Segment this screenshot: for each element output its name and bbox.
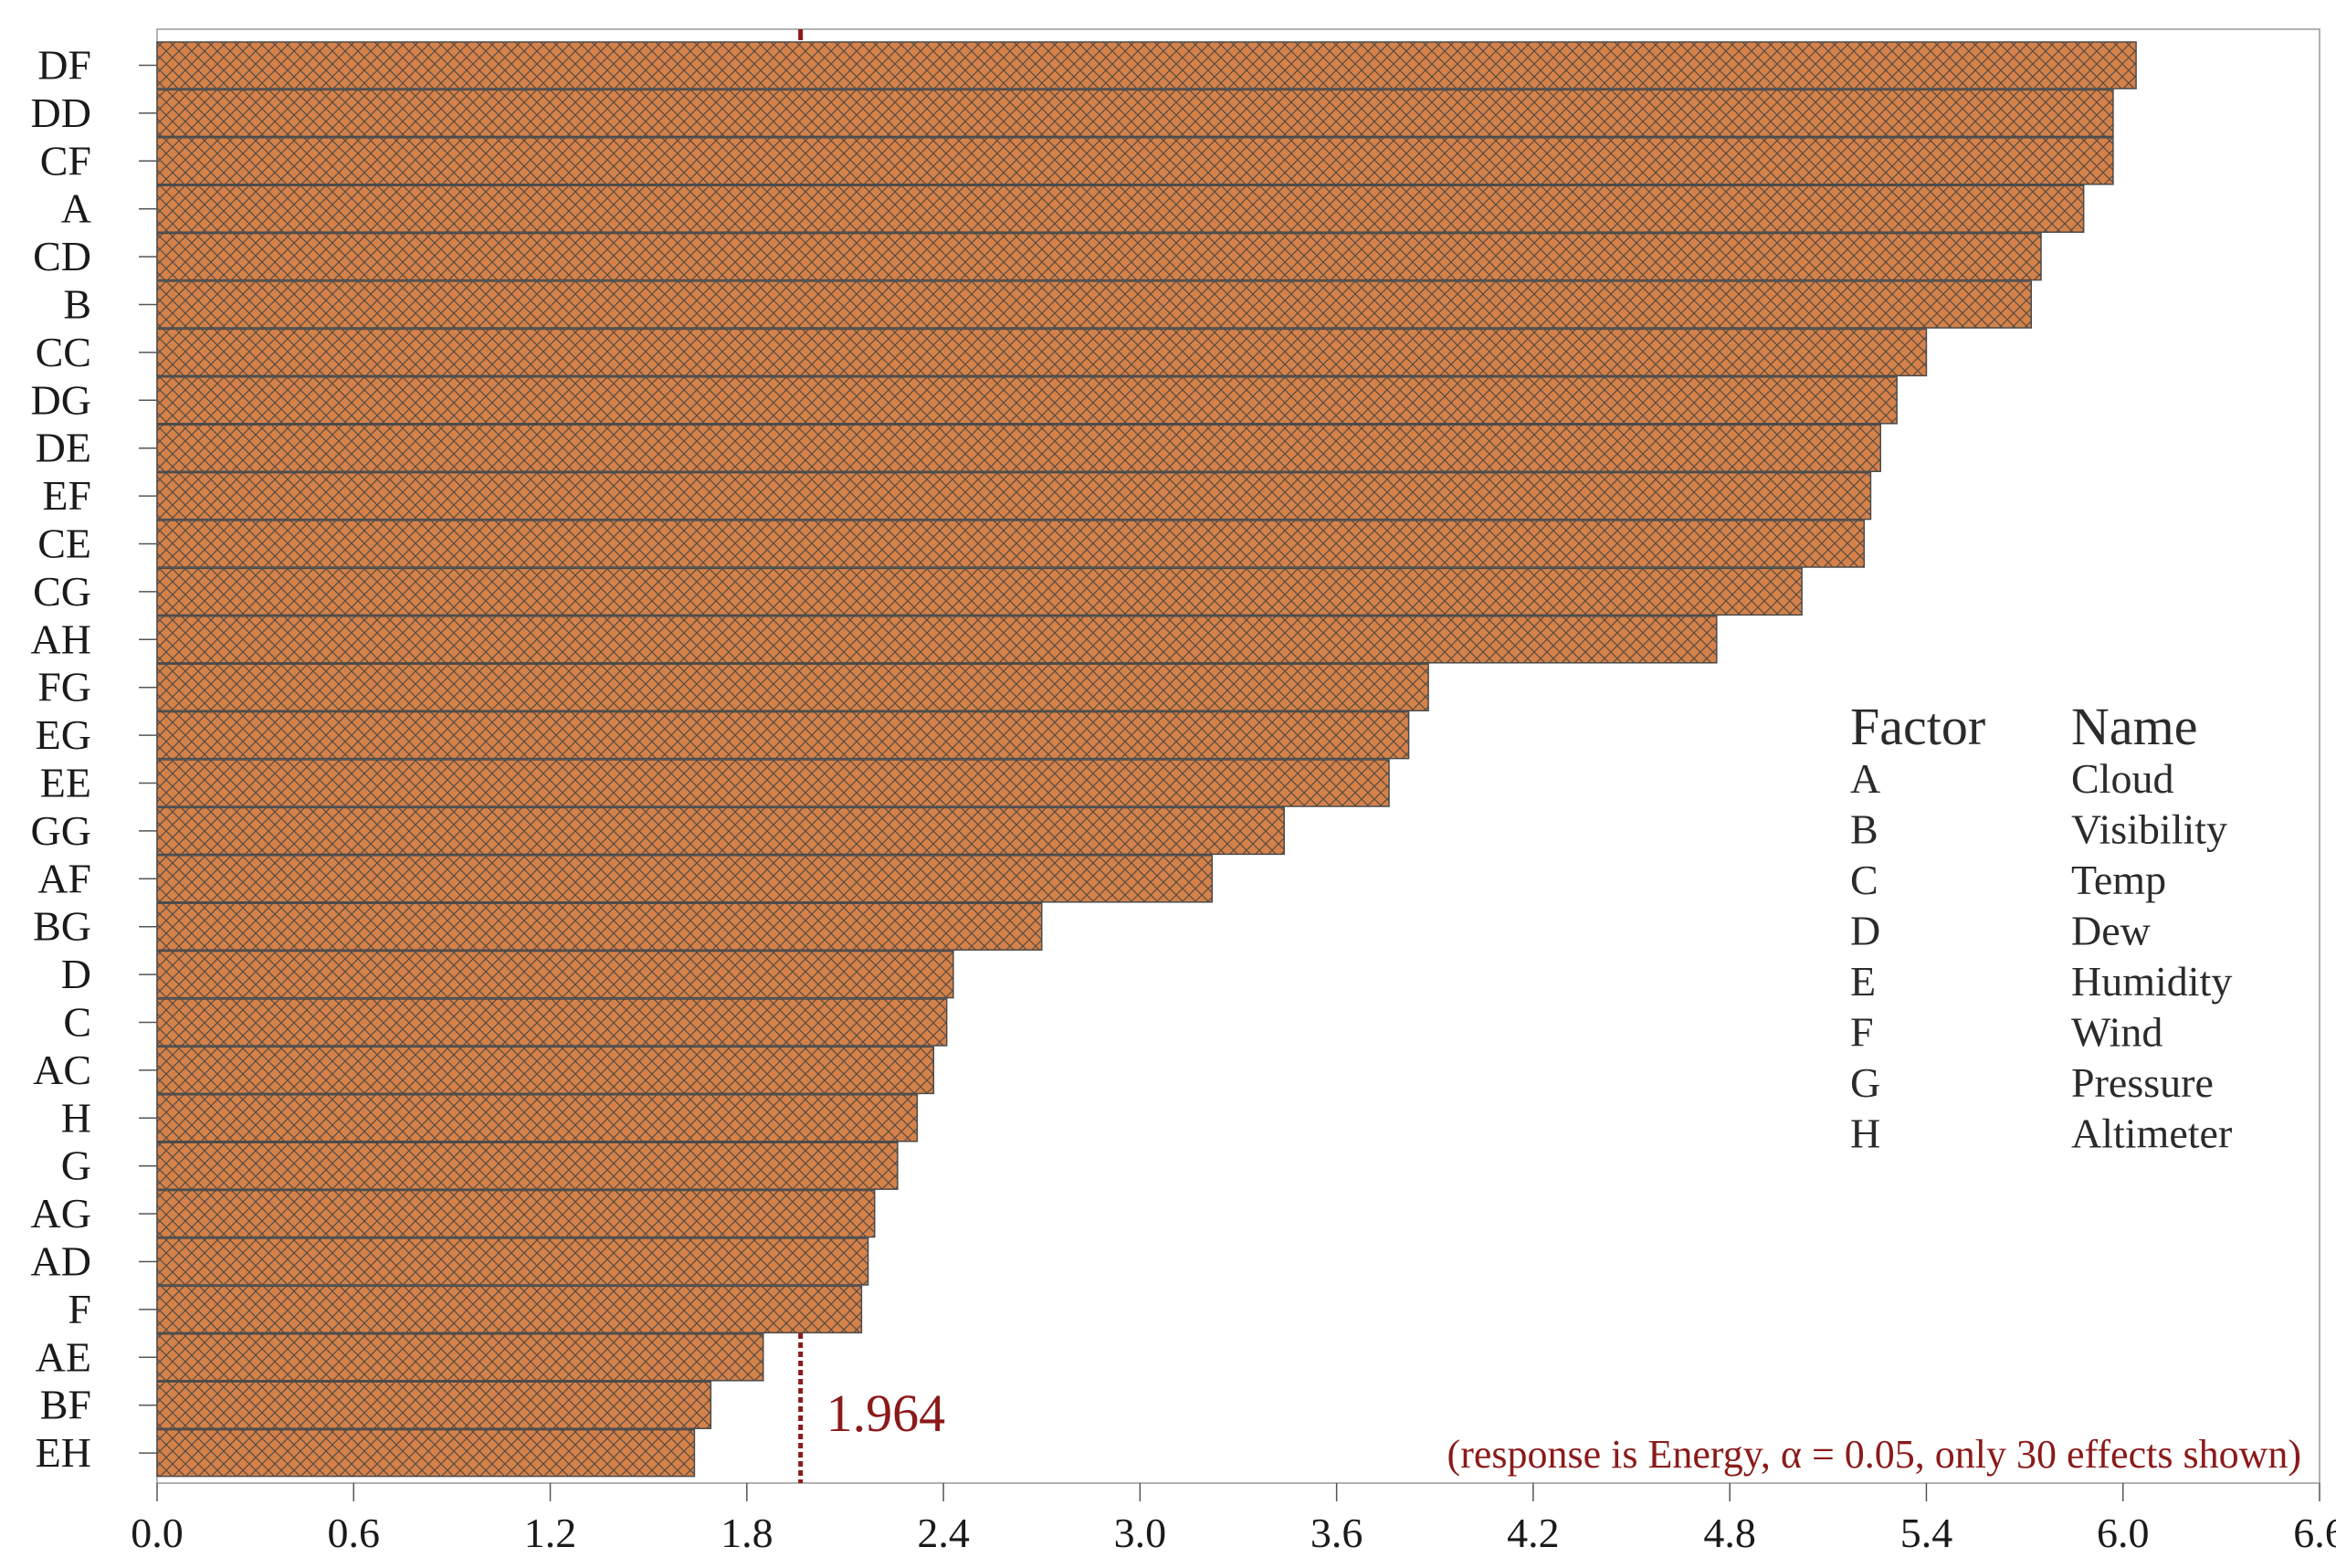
factor-legend: Factor Name A Cloud B Visibility C Temp D Dew E H… (1850, 697, 2232, 1157)
legend-factor: C (1850, 857, 1878, 903)
bar-d (156, 950, 954, 999)
legend-rows: A Cloud B Visibility C Temp D Dew E Humidity F Wind… (1850, 755, 2232, 1157)
y-tick-label: AG (31, 1190, 91, 1237)
legend-name: Pressure (2071, 1059, 2214, 1106)
y-tick-label: CC (36, 329, 91, 375)
x-tick-label: 6.0 (2097, 1510, 2150, 1556)
bar-cf (156, 137, 2114, 185)
bar-af (156, 855, 1214, 903)
y-tick-label: F (68, 1286, 91, 1332)
bar-ac (156, 1046, 935, 1095)
legend-factor: B (1850, 806, 1878, 853)
y-tick-label: DF (37, 42, 91, 89)
bar-ah (156, 616, 1718, 664)
bar-c (156, 998, 948, 1047)
y-tick-label: EH (36, 1429, 91, 1476)
reference-line-label: 1.964 (826, 1384, 946, 1443)
response-note: (response is Energy, α = 0.05, only 30 e… (1447, 1432, 2301, 1477)
legend-header-factor: Factor (1850, 697, 1985, 756)
legend-factor: F (1850, 1009, 1874, 1056)
y-tick-label: C (63, 999, 91, 1046)
bar-ae (156, 1333, 764, 1382)
bar-bf (156, 1381, 712, 1429)
legend-name: Dew (2071, 908, 2152, 954)
legend-factor: E (1850, 958, 1876, 1005)
x-axis: 0.0 0.6 1.2 1.8 2.4 3.0 3.6 4.2 4.8 5.4 6.0 6.6 (131, 1483, 2336, 1556)
bar-eg (156, 710, 1410, 760)
bar-f (156, 1285, 863, 1334)
x-tick-label: 6.6 (2293, 1510, 2336, 1556)
bar-fg (156, 663, 1429, 711)
bar-g (156, 1142, 899, 1190)
bars-group (156, 41, 2137, 1478)
x-tick-label: 0.0 (131, 1510, 184, 1556)
bar-dd (156, 89, 2114, 138)
bar-ee (156, 759, 1390, 807)
legend-factor: A (1850, 755, 1880, 802)
legend-header-name: Name (2071, 697, 2198, 756)
y-tick-label: EF (42, 472, 91, 519)
legend-name: Visibility (2071, 806, 2227, 853)
y-tick-label: CE (37, 521, 91, 567)
bar-df (156, 41, 2137, 89)
y-tick-label: EE (40, 760, 91, 806)
legend-factor: G (1850, 1059, 1880, 1106)
y-tick-label: AC (33, 1047, 91, 1093)
y-tick-label: G (61, 1142, 91, 1189)
bar-h (156, 1094, 919, 1142)
bar-eh (156, 1428, 696, 1478)
y-tick-label: FG (37, 664, 91, 710)
y-tick-label: BF (40, 1382, 91, 1428)
bar-de (156, 424, 1881, 472)
y-tick-label: CF (40, 137, 91, 184)
y-tick-label: EG (36, 711, 91, 758)
y-axis: DFDDCFACDBCCDGDEEFCECGAHFGEGEEGGAFBGDCAC… (31, 42, 157, 1476)
x-tick-label: 1.2 (524, 1510, 577, 1556)
y-tick-label: AE (36, 1333, 91, 1380)
x-tick-label: 4.8 (1703, 1510, 1756, 1556)
legend-name: Humidity (2071, 958, 2232, 1005)
bar-cc (156, 328, 1928, 377)
legend-name: Cloud (2071, 755, 2173, 802)
legend-name: Altimeter (2071, 1110, 2232, 1157)
legend-factor: D (1850, 908, 1880, 954)
bar-ag (156, 1189, 876, 1238)
reference-line-group: 1.964 (798, 29, 946, 1483)
y-tick-label: DD (31, 89, 91, 136)
bar-ce (156, 520, 1866, 568)
y-tick-label: AF (37, 855, 91, 901)
y-tick-label: CG (33, 568, 91, 615)
x-tick-label: 4.2 (1507, 1510, 1560, 1556)
y-tick-label: H (61, 1094, 91, 1141)
legend-factor: H (1850, 1110, 1880, 1157)
y-tick-label: CD (33, 233, 91, 279)
bar-bg (156, 902, 1043, 951)
y-tick-label: A (61, 185, 91, 232)
bar-ad (156, 1237, 869, 1286)
x-tick-label: 3.6 (1310, 1510, 1363, 1556)
bar-a (156, 184, 2085, 233)
bar-b (156, 280, 2033, 329)
x-tick-label: 0.6 (328, 1510, 381, 1556)
bar-gg (156, 806, 1285, 856)
y-tick-label: AH (31, 616, 91, 662)
x-tick-label: 3.0 (1114, 1510, 1167, 1556)
x-tick-label: 5.4 (1900, 1510, 1953, 1556)
y-tick-label: AD (31, 1238, 91, 1285)
y-tick-label: B (63, 281, 91, 328)
bar-ef (156, 471, 1872, 521)
bar-dg (156, 376, 1898, 425)
x-tick-label: 2.4 (917, 1510, 970, 1556)
y-tick-label: GG (31, 807, 91, 854)
legend-name: Temp (2071, 857, 2166, 903)
y-tick-label: D (61, 951, 91, 997)
bar-cd (156, 232, 2042, 281)
y-tick-label: BG (33, 903, 91, 950)
legend-name: Wind (2071, 1009, 2162, 1056)
y-tick-label: DE (36, 425, 91, 471)
y-tick-label: DG (31, 376, 91, 423)
x-tick-label: 1.8 (721, 1510, 773, 1556)
bar-cg (156, 567, 1803, 616)
